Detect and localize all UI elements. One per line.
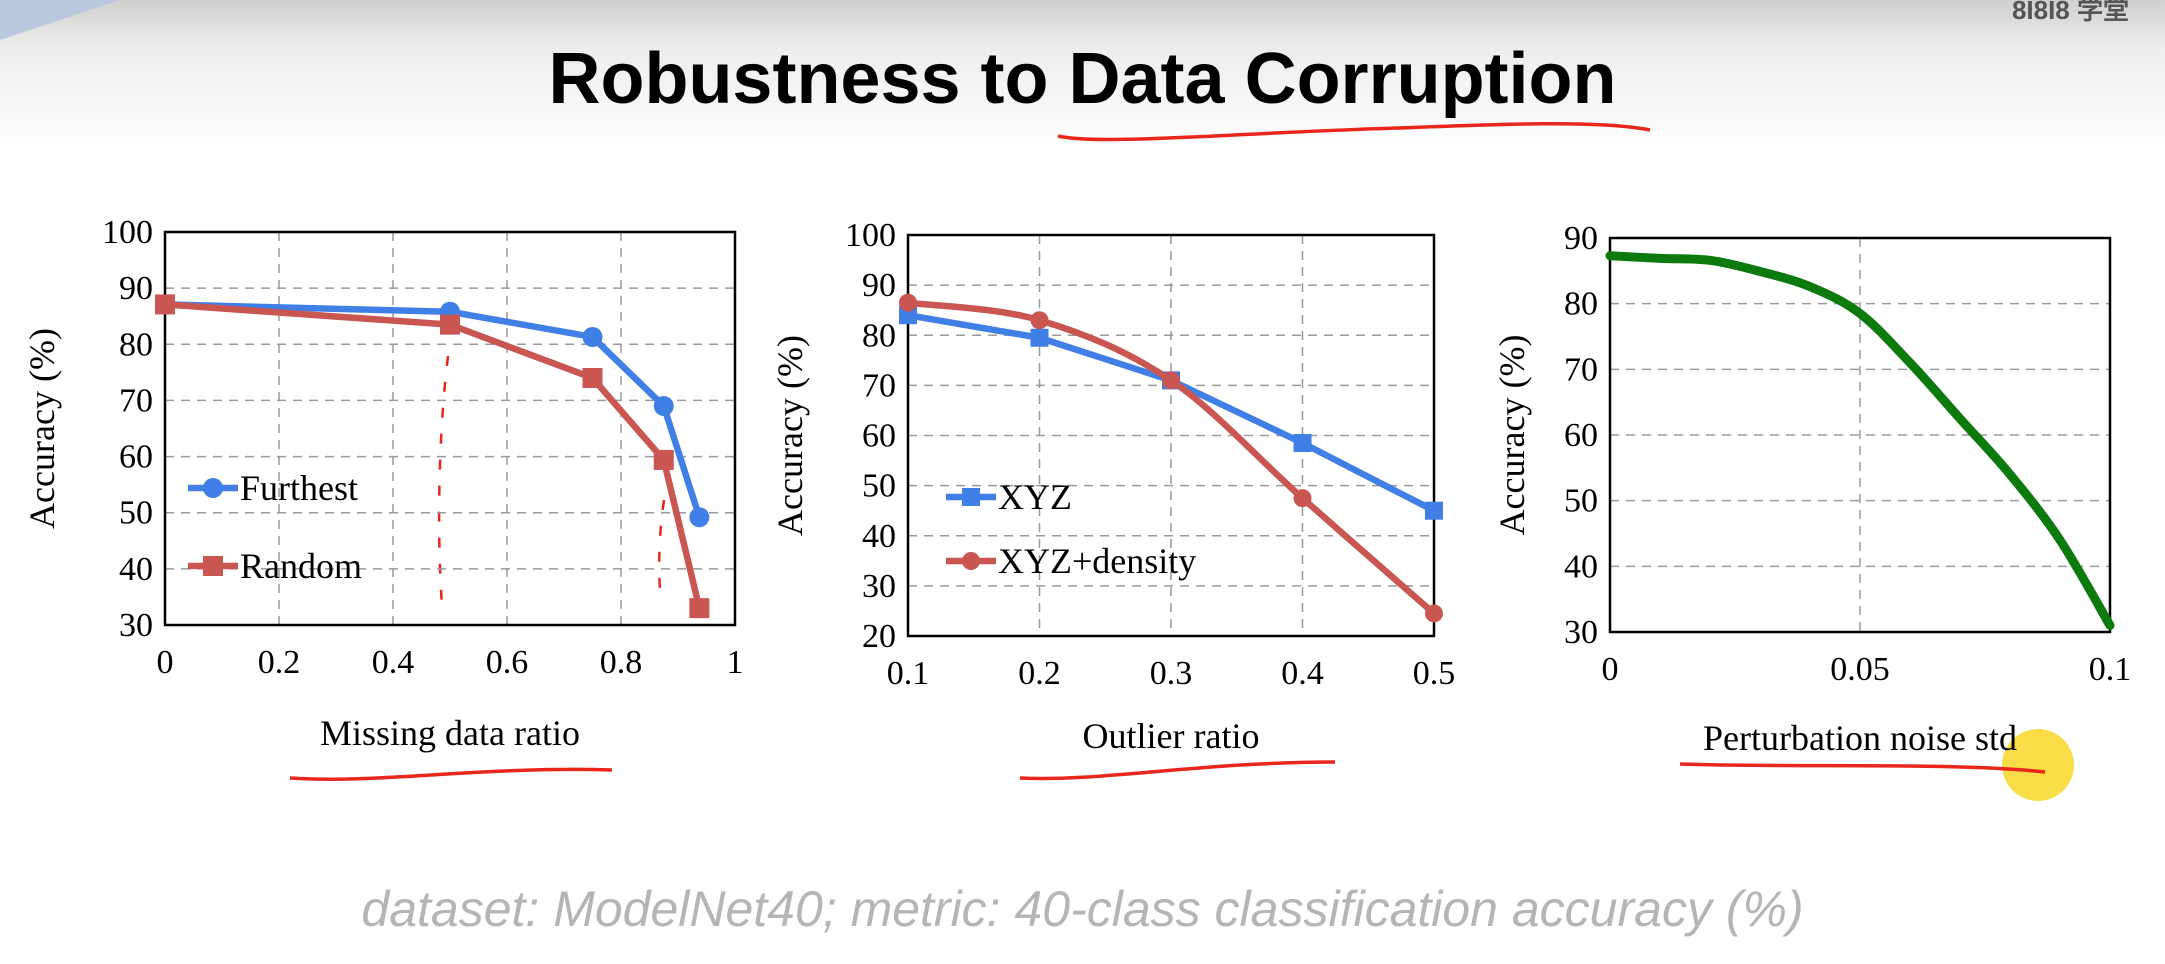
y-tick-label: 80 — [1564, 286, 1598, 323]
data-point — [1030, 311, 1049, 330]
y-axis-label: Accuracy (%) — [1492, 335, 1532, 536]
data-point — [1293, 434, 1312, 453]
slide-header-band — [0, 0, 2165, 150]
y-tick-label: 80 — [862, 317, 896, 354]
y-tick-label: 30 — [1564, 614, 1598, 651]
data-point — [1425, 501, 1443, 520]
x-tick-label: 0.1 — [2089, 651, 2132, 688]
y-tick-label: 90 — [1564, 220, 1598, 257]
data-point — [582, 367, 603, 388]
x-axis-label: Outlier ratio — [1083, 716, 1260, 756]
y-tick-label: 90 — [862, 267, 896, 304]
legend-swatch-marker — [203, 478, 223, 498]
y-tick-label: 40 — [862, 518, 896, 555]
y-axis-label: Accuracy (%) — [770, 335, 810, 536]
x-tick-label: 0.5 — [1413, 655, 1456, 692]
y-tick-label: 90 — [119, 270, 153, 307]
data-point — [653, 396, 674, 417]
data-point — [1162, 371, 1180, 390]
plot-frame — [906, 233, 1436, 638]
data-point — [653, 449, 674, 470]
data-point — [1293, 489, 1312, 508]
x-tick-label: 0.4 — [372, 644, 415, 681]
x-tick-label: 0 — [1602, 651, 1619, 688]
legend-swatch-marker — [962, 488, 980, 506]
y-tick-label: 30 — [862, 568, 896, 605]
y-tick-label: 50 — [1564, 483, 1598, 520]
data-point — [689, 507, 710, 528]
data-point — [899, 293, 917, 312]
x-tick-label: 0.1 — [887, 655, 930, 692]
y-tick-label: 30 — [119, 607, 153, 644]
legend-label: Random — [240, 546, 362, 586]
x-axis-label: Perturbation noise std — [1703, 718, 2017, 758]
data-point — [582, 326, 603, 347]
y-tick-label: 60 — [1564, 417, 1598, 454]
y-tick-label: 60 — [119, 439, 153, 476]
slide-title: Robustness to Data Corruption — [548, 39, 1617, 119]
data-point — [155, 294, 175, 315]
legend-label: XYZ — [998, 477, 1072, 517]
y-tick-label: 100 — [102, 214, 153, 251]
data-point — [1425, 604, 1443, 623]
chart-outlier: 0.1 0.2 0.3 0.4 0.5 20 30 40 50 60 70 80 90 100 Outlie… — [770, 217, 1455, 756]
dash-annotation-2 — [657, 499, 666, 591]
cursor-highlight — [2002, 729, 2074, 801]
data-point — [899, 306, 917, 325]
x-tick-label: 0 — [157, 644, 174, 681]
legend-swatch-marker — [203, 556, 223, 576]
plot-frame — [1608, 236, 2112, 634]
xlabel-underline-annotation-3 — [1679, 762, 2046, 774]
xlabel-underline-annotation-1 — [289, 767, 613, 781]
x-axis-label: Missing data ratio — [320, 713, 580, 753]
series-line-noise — [1605, 251, 2115, 630]
xlabel-underline-annotation-2 — [1019, 760, 1336, 781]
y-tick-label: 40 — [1564, 548, 1598, 585]
y-tick-label: 70 — [862, 367, 896, 404]
y-tick-label: 50 — [862, 468, 896, 505]
y-tick-label: 50 — [119, 495, 153, 532]
x-tick-label: 0.4 — [1281, 655, 1324, 692]
x-tick-label: 0.2 — [258, 644, 301, 681]
y-tick-label: 70 — [1564, 351, 1598, 388]
watermark-logo: 8I8I8 学堂 — [2011, 0, 2129, 25]
legend-label: XYZ+density — [998, 541, 1196, 581]
y-tick-label: 100 — [845, 217, 896, 254]
y-tick-label: 70 — [119, 382, 153, 419]
x-tick-label: 0.2 — [1018, 655, 1061, 692]
x-tick-label: 0.6 — [486, 644, 529, 681]
title-underline-annotation — [1057, 121, 1651, 142]
chart-perturbation: 0 0.05 0.1 30 40 50 60 70 80 90 Perturbation noise… — [1492, 220, 2131, 758]
legend-swatch-marker — [962, 552, 980, 570]
data-point — [689, 598, 710, 619]
y-tick-label: 60 — [862, 418, 896, 455]
plot-frame — [163, 230, 737, 627]
footer-caption: dataset: ModelNet40; metric: 40-class cl… — [361, 881, 1804, 937]
dash-annotation-1 — [437, 355, 450, 607]
x-tick-label: 0.8 — [600, 644, 643, 681]
data-point — [440, 314, 460, 335]
y-tick-label: 80 — [119, 326, 153, 363]
y-tick-label: 40 — [119, 551, 153, 588]
data-point — [1030, 328, 1049, 347]
x-tick-label: 0.05 — [1830, 651, 1890, 688]
x-tick-label: 0.3 — [1150, 655, 1193, 692]
x-tick-label: 1 — [727, 644, 744, 681]
chart-missing-data: 0 0.2 0.4 0.6 0.8 1 30 40 50 60 70 80 90 100 Missing d… — [22, 214, 744, 753]
y-tick-label: 20 — [862, 618, 896, 655]
y-axis-label: Accuracy (%) — [22, 328, 62, 529]
legend-label: Furthest — [240, 468, 358, 508]
corner-decoration — [0, 0, 120, 40]
